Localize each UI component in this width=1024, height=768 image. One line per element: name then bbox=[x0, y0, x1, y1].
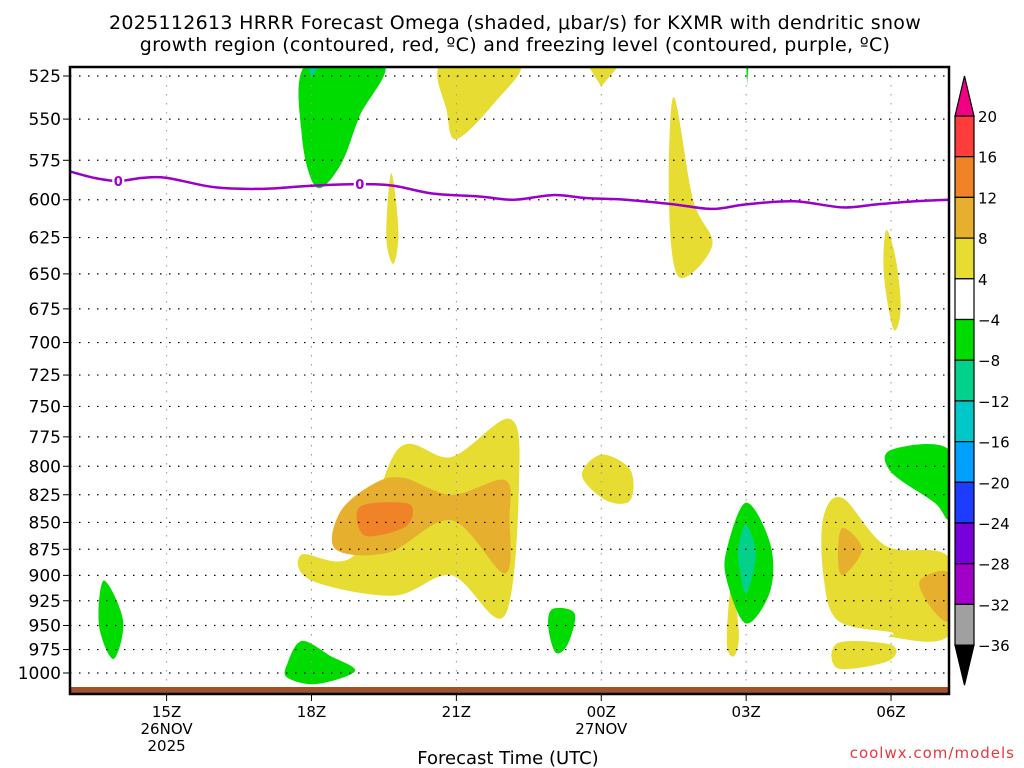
omega-region-19 bbox=[837, 527, 863, 576]
colorbar-swatch bbox=[954, 115, 975, 158]
y-tick-label: 875 bbox=[29, 540, 61, 560]
omega-region-12 bbox=[726, 583, 739, 657]
colorbar-label: −32 bbox=[978, 596, 1010, 614]
omega-region-16 bbox=[98, 580, 124, 660]
omega-region-6 bbox=[883, 229, 901, 331]
ground-strip bbox=[70, 687, 949, 694]
colorbar-over-arrow bbox=[954, 75, 975, 117]
y-tick-label: 700 bbox=[29, 334, 61, 354]
omega-region-7 bbox=[746, 67, 749, 85]
omega-region-20 bbox=[919, 570, 949, 622]
colorbar-label: 4 bbox=[978, 271, 988, 289]
colorbar-label: −20 bbox=[978, 474, 1010, 492]
omega-region-4 bbox=[386, 173, 399, 264]
freezing-level-label: 0 bbox=[355, 178, 364, 193]
y-tick-label: 750 bbox=[29, 397, 61, 417]
omega-region-22 bbox=[884, 444, 949, 520]
colorbar-swatch bbox=[954, 563, 975, 606]
y-tick-label: 950 bbox=[29, 616, 61, 636]
omega-region-21 bbox=[831, 640, 897, 670]
colorbar-swatch bbox=[954, 359, 975, 402]
x-tick-label: 06Z bbox=[876, 703, 905, 721]
omega-region-15 bbox=[548, 607, 576, 654]
omega-region-0 bbox=[298, 67, 386, 189]
omega-region-14 bbox=[738, 524, 756, 594]
y-tick-label: 1000 bbox=[18, 664, 61, 684]
colorbar-swatch bbox=[954, 522, 975, 565]
omega-region-5 bbox=[668, 96, 713, 279]
x-tick-label: 21Z bbox=[442, 703, 471, 721]
colorbar-label: 20 bbox=[978, 108, 997, 126]
colorbar-swatch bbox=[954, 603, 975, 646]
x-tick-label: 18Z bbox=[297, 703, 326, 721]
colorbar-swatch bbox=[954, 156, 975, 198]
freezing-label-bg bbox=[353, 176, 366, 192]
colorbar-label: −12 bbox=[978, 393, 1010, 411]
colorbar-label: −28 bbox=[978, 556, 1010, 574]
credit-link[interactable]: coolwx.com/models bbox=[850, 744, 1015, 762]
colorbar-under-arrow bbox=[954, 644, 975, 686]
colorbar-label: −8 bbox=[978, 352, 1000, 370]
colorbar-swatch bbox=[954, 318, 975, 361]
omega-region-2 bbox=[437, 67, 522, 140]
colorbar-swatch bbox=[954, 237, 975, 280]
omega-region-11 bbox=[581, 454, 634, 504]
colorbar-label: −36 bbox=[978, 637, 1010, 655]
y-tick-label: 525 bbox=[29, 67, 61, 87]
x-tick-label: 00Z bbox=[587, 703, 616, 721]
colorbar-swatch bbox=[954, 196, 975, 239]
omega-region-10 bbox=[356, 502, 413, 537]
grid-layer bbox=[70, 67, 949, 694]
y-tick-label: 725 bbox=[29, 366, 61, 386]
omega-region-3 bbox=[588, 67, 618, 87]
colorbar-swatch bbox=[954, 400, 975, 443]
colorbar-label: 16 bbox=[978, 149, 997, 167]
chart-title: 2025112613 HRRR Forecast Omega (shaded, … bbox=[108, 12, 922, 34]
x-tick-year: 2025 bbox=[147, 737, 185, 755]
y-tick-label: 650 bbox=[29, 265, 61, 285]
x-tick-date: 26NOV bbox=[141, 720, 194, 738]
y-tick-label: 550 bbox=[29, 110, 61, 130]
y-tick-label: 775 bbox=[29, 428, 61, 448]
colorbar-swatch bbox=[954, 481, 975, 524]
colorbar: 20 16 12 8 4 −4 −8 −12 −16 −20 −24 −28 −32 −36 bbox=[954, 75, 1010, 686]
colorbar-swatch bbox=[954, 278, 975, 321]
omega-region-17 bbox=[284, 640, 356, 685]
x-tick-label: 15Z bbox=[152, 703, 181, 721]
x-tick-label: 03Z bbox=[731, 703, 760, 721]
colorbar-label: 12 bbox=[978, 189, 997, 207]
y-tick-label: 675 bbox=[29, 300, 61, 320]
y-tick-label: 825 bbox=[29, 486, 61, 506]
y-tick-label: 925 bbox=[29, 592, 61, 612]
y-axis: 525 550 575 600 625 650 675 700 725 750 775 800 825 8… bbox=[18, 67, 70, 684]
colorbar-swatch bbox=[954, 441, 975, 483]
omega-region-18 bbox=[821, 497, 949, 642]
freezing-level-line bbox=[70, 170, 949, 211]
freezing-label-bg bbox=[112, 172, 125, 188]
y-tick-label: 575 bbox=[29, 151, 61, 171]
x-axis-title: Forecast Time (UTC) bbox=[417, 748, 598, 768]
y-tick-label: 850 bbox=[29, 513, 61, 533]
colorbar-label: −16 bbox=[978, 434, 1010, 452]
freezing-level-label: 0 bbox=[114, 175, 123, 190]
y-tick-label: 800 bbox=[29, 457, 61, 477]
y-tick-label: 600 bbox=[29, 191, 61, 211]
omega-shading-layer bbox=[98, 67, 949, 685]
colorbar-label: 8 bbox=[978, 230, 988, 248]
colorbar-label: −4 bbox=[978, 312, 1000, 330]
y-tick-label: 975 bbox=[29, 641, 61, 661]
omega-region-1 bbox=[307, 67, 319, 78]
y-tick-label: 625 bbox=[29, 229, 61, 249]
colorbar-label: −24 bbox=[978, 515, 1010, 533]
chart-subtitle: growth region (contoured, red, ºC) and f… bbox=[139, 34, 891, 56]
y-tick-label: 900 bbox=[29, 566, 61, 586]
plot-frame bbox=[68, 65, 951, 696]
x-tick-date: 27NOV bbox=[575, 720, 628, 738]
